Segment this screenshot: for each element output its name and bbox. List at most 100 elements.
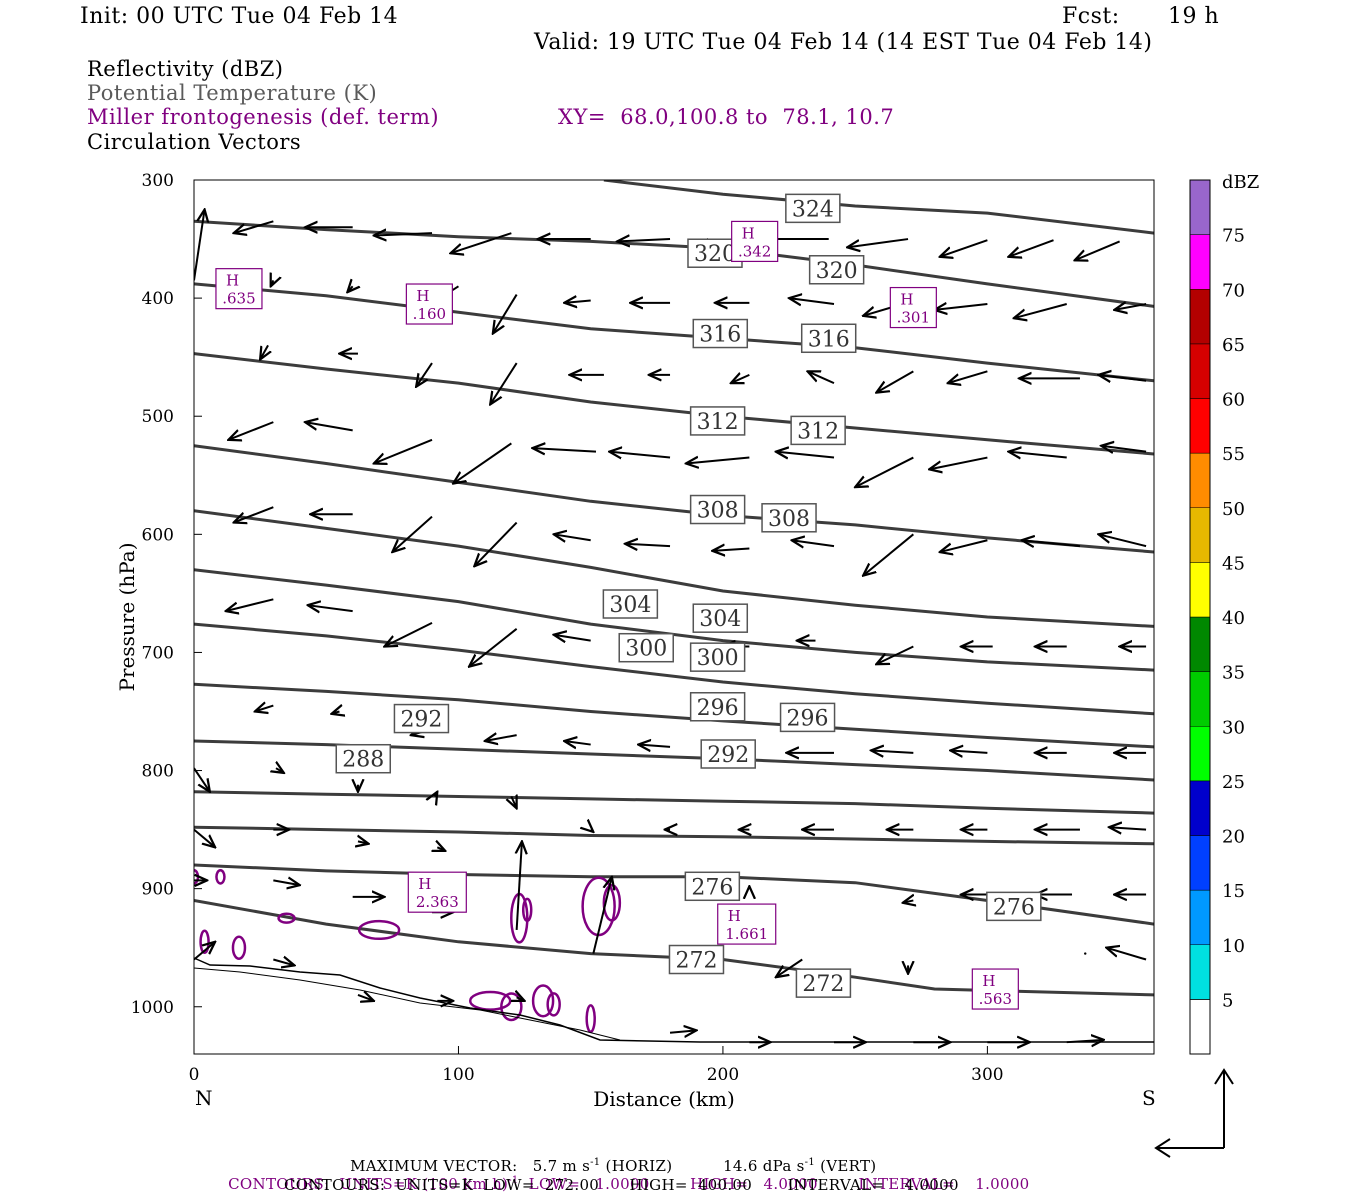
max-vector-vertical-exponent: -1: [804, 1157, 816, 1168]
max-vector-horizontal: 5.7 m s: [532, 1157, 591, 1175]
colorbar-tick-label: 55: [1222, 444, 1245, 465]
circulation-vector: [234, 220, 274, 233]
theta-label-text: 288: [342, 748, 384, 773]
circulation-vector: [903, 900, 914, 902]
circulation-vector: [226, 598, 274, 611]
circulation-vector: [271, 280, 274, 286]
contours-frontogenesis-exponent: -1: [508, 1175, 519, 1186]
colorbar-segment: [1189, 452, 1211, 508]
circulation-vector: [358, 841, 369, 843]
circulation-vector: [1109, 827, 1147, 829]
theta-label-box: [618, 632, 674, 663]
circulation-vector: [276, 768, 284, 773]
circulation-vector: [808, 371, 835, 385]
circulation-vector: [255, 706, 274, 712]
frontogenesis-contour: [357, 919, 401, 941]
circulation-vector: [392, 515, 433, 552]
maximum-label: H: [728, 907, 741, 925]
max-vector-horizontal-tag: (HORIZ): [605, 1157, 673, 1175]
maximum-box: [717, 903, 777, 945]
maximum-label: H: [416, 287, 429, 305]
circulation-vector: [564, 300, 591, 302]
circulation-vector: [194, 828, 215, 848]
frontogenesis-maximum: H2.363: [407, 871, 467, 913]
colorbar-segment: [1189, 835, 1211, 891]
circulation-vector: [485, 735, 517, 741]
colorbar-segment: [1189, 234, 1211, 290]
circulation-vector: [517, 997, 525, 1001]
colorbar-tick-label: 60: [1222, 390, 1245, 411]
theta-label-box: [692, 318, 749, 349]
frontogenesis-maximum: H.342: [731, 220, 779, 263]
circulation-vector: [374, 438, 433, 464]
vector-key-icon: [1154, 1068, 1234, 1158]
theta-label-box: [700, 739, 756, 769]
circulation-vector: [437, 847, 445, 851]
maximum-value: .301: [897, 309, 930, 327]
theta-label-box: [335, 743, 392, 774]
contours-frontogenesis-range: LOW= 1.0000 HIGH= 4.0000 INTERVAL= 1.000…: [518, 1175, 1030, 1193]
circulation-vector: [792, 540, 835, 546]
circulation-vector: [533, 448, 597, 452]
x-tick-label: 300: [971, 1065, 1003, 1085]
circulation-vector: [669, 1030, 696, 1032]
circulation-vector: [1101, 446, 1147, 452]
colorbar-segment: [1189, 507, 1211, 563]
circulation-vector: [490, 362, 518, 404]
max-vector-label: MAXIMUM VECTOR:: [350, 1157, 518, 1175]
maximum-value: .342: [738, 242, 771, 260]
south-label: S: [1142, 1086, 1156, 1110]
circulation-vector: [789, 298, 835, 304]
circulation-vector: [194, 942, 215, 961]
circulation-vector: [776, 452, 835, 458]
theta-contour-320: [194, 219, 1154, 308]
theta-label-box: [668, 944, 725, 975]
maximum-box: [407, 871, 467, 913]
theta-label-text: 304: [609, 593, 651, 618]
theta-label-text: 292: [707, 743, 749, 768]
circulation-vector: [1009, 239, 1054, 257]
theta-label-box: [795, 968, 852, 998]
theta-label-text: 320: [694, 242, 736, 267]
colorbar-segment: [1189, 780, 1211, 836]
theta-label-box: [692, 603, 749, 633]
y-tick-label: 900: [142, 880, 174, 900]
colorbar-tick-label: 20: [1222, 827, 1245, 848]
theta-label-box: [785, 193, 841, 224]
valid-time: Valid: 19 UTC Tue 04 Feb 14 (14 EST Tue …: [534, 30, 1153, 55]
x-tick-label: 100: [442, 1065, 474, 1085]
theta-label-text: 320: [816, 259, 858, 284]
y-tick-label: 300: [142, 171, 174, 191]
colorbar-segment: [1189, 179, 1211, 235]
theta-label-text: 304: [699, 607, 741, 632]
theta-contour-300: [194, 568, 1154, 672]
legend-reflectivity: Reflectivity (dBZ): [87, 57, 284, 81]
y-tick-label: 400: [142, 289, 174, 309]
circulation-vector: [554, 534, 591, 540]
colorbar-segment: [1189, 343, 1211, 399]
circulation-vector: [273, 880, 299, 885]
frontogenesis-maximum: H.563: [971, 968, 1019, 1010]
y-tick-label: 1000: [131, 998, 174, 1018]
circulation-vector: [228, 421, 274, 440]
max-vector-vertical: 14.6 dPa s: [723, 1157, 805, 1175]
theta-label-box: [689, 692, 746, 722]
circulation-vector: [934, 304, 988, 310]
circulation-vector: [194, 210, 205, 281]
circulation-vector: [1084, 952, 1087, 955]
circulation-vector: [511, 797, 516, 809]
circulation-vector: [1022, 540, 1081, 546]
circulation-vector: [1114, 304, 1147, 310]
circulation-vector: [451, 232, 512, 253]
circulation-vector: [617, 239, 671, 241]
circulation-vector: [357, 995, 374, 1001]
circulation-vector: [929, 456, 988, 470]
circulation-vector: [474, 521, 518, 567]
circulation-vector: [638, 745, 671, 747]
circulation-vector: [776, 958, 803, 978]
y-tick-label: 500: [142, 407, 174, 427]
frontogenesis-maximum: H.160: [405, 283, 453, 325]
circulation-vector: [712, 548, 750, 550]
colorbar-segment: [1189, 944, 1211, 1000]
forecast-hour: 19 h: [1168, 4, 1220, 29]
